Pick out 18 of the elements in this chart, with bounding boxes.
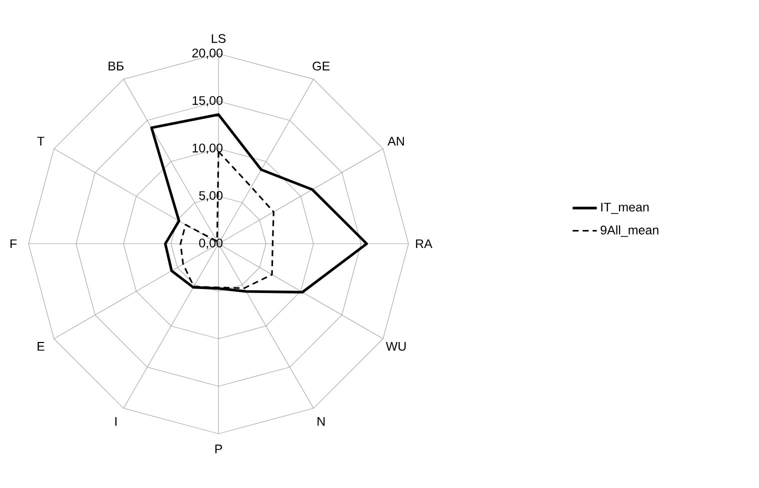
spoke-label: GE — [312, 62, 330, 70]
y-tick-label: 20,00 — [192, 48, 223, 59]
spoke-label: RA — [416, 239, 432, 248]
spoke-label: N — [318, 417, 325, 426]
spoke-label: LS — [212, 34, 226, 43]
spoke-label: I — [115, 417, 116, 426]
y-tick-label: 5,00 — [199, 191, 223, 202]
spoke-label: WU — [386, 342, 406, 351]
spoke-label: T — [37, 136, 44, 146]
legend-label: IT_mean — [601, 202, 649, 214]
legend-label: 9All_mean — [600, 225, 658, 237]
spoke-label: AN — [388, 136, 404, 146]
spoke-label: BБ — [108, 62, 124, 70]
y-tick-label: 10,00 — [192, 144, 223, 154]
y-tick-label: 15,00 — [192, 96, 223, 106]
spoke-label: P — [215, 444, 222, 454]
spoke-label: E — [38, 342, 44, 351]
spoke-label: F — [10, 239, 17, 248]
